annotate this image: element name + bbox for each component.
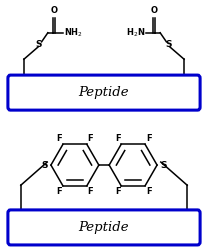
Text: F: F	[88, 187, 93, 196]
Text: S: S	[36, 40, 42, 49]
Text: F: F	[57, 187, 62, 196]
Text: NH$_2$: NH$_2$	[64, 26, 83, 39]
Text: Peptide: Peptide	[79, 86, 129, 99]
Text: S: S	[41, 161, 48, 170]
Text: Peptide: Peptide	[79, 221, 129, 234]
FancyBboxPatch shape	[8, 210, 200, 245]
Text: S: S	[166, 40, 172, 49]
Text: F: F	[115, 134, 120, 143]
Text: F: F	[57, 134, 62, 143]
Text: F: F	[88, 134, 93, 143]
FancyBboxPatch shape	[8, 75, 200, 110]
Text: O: O	[150, 6, 157, 15]
Text: H$_2$N: H$_2$N	[126, 26, 145, 39]
Text: F: F	[115, 187, 120, 196]
Text: F: F	[146, 134, 151, 143]
Text: S: S	[160, 161, 167, 170]
Text: O: O	[51, 6, 58, 15]
Text: F: F	[146, 187, 151, 196]
